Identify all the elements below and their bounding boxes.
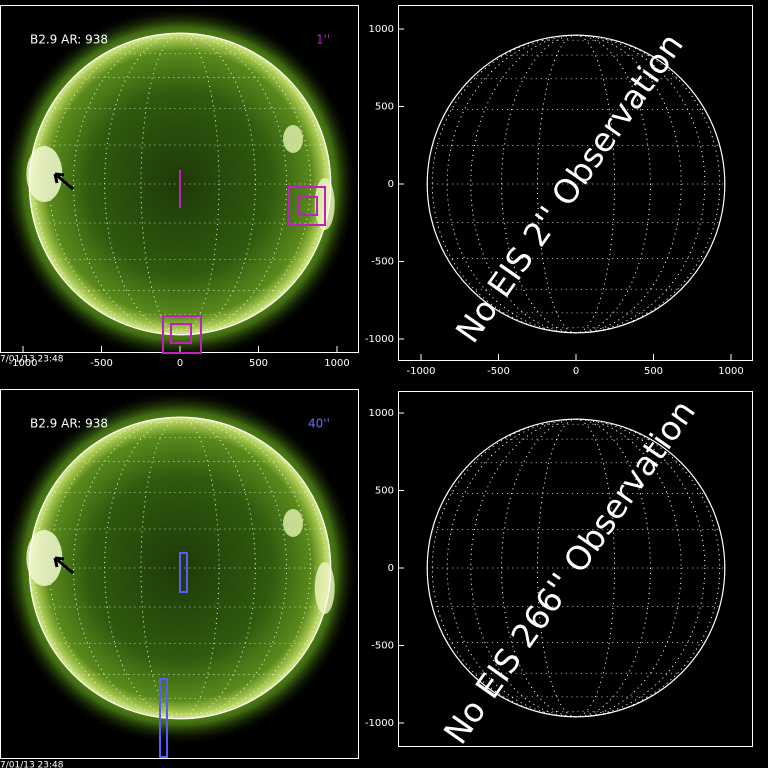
x-tick-label: -500 xyxy=(487,366,510,377)
x-tick-label: -1000 xyxy=(406,366,435,377)
x-tick-label: 500 xyxy=(249,358,268,369)
limb xyxy=(28,32,332,336)
y-tick-label: -500 xyxy=(371,641,394,652)
x-tick-label: 0 xyxy=(573,366,579,377)
y-tick-label: -1000 xyxy=(365,334,394,345)
longitude-line xyxy=(431,418,721,718)
x-tick-label: -500 xyxy=(90,358,113,369)
x-tick-label: 0 xyxy=(177,358,183,369)
fov-box xyxy=(179,552,188,593)
longitude-line xyxy=(104,416,256,720)
frame xyxy=(398,391,753,747)
limb xyxy=(426,418,726,718)
limb xyxy=(426,34,726,334)
arrow xyxy=(53,556,74,575)
longitude-line xyxy=(49,416,311,720)
bright-region xyxy=(283,125,304,153)
timestamp: 7/01/13 23:48 xyxy=(0,761,64,768)
x-tick-label: 500 xyxy=(644,366,663,377)
no-observation-message: No EIS 2'' Observation xyxy=(448,26,691,350)
y-tick-label: 500 xyxy=(375,486,394,497)
y-tick-label: -500 xyxy=(371,257,394,268)
fov-box xyxy=(288,186,326,226)
x-tick-label: -1000 xyxy=(8,358,37,369)
fov-box xyxy=(297,196,318,216)
y-tick-label: 0 xyxy=(388,179,394,190)
frame xyxy=(398,5,753,361)
x-tick-label: 1000 xyxy=(718,366,743,377)
y-tick-label: 0 xyxy=(388,563,394,574)
fov-box xyxy=(162,315,202,354)
fov-box xyxy=(170,323,192,344)
arrow xyxy=(53,172,74,191)
y-tick-label: 500 xyxy=(375,102,394,113)
longitude-line xyxy=(104,32,256,336)
fov-box xyxy=(159,678,168,758)
no-observation-message: No EIS 266'' Observation xyxy=(436,393,703,751)
longitude-line xyxy=(431,34,721,334)
limb xyxy=(28,416,332,720)
bright-region xyxy=(283,509,304,537)
y-tick-label: 1000 xyxy=(369,408,394,419)
frame xyxy=(0,389,359,759)
scale-label: 40'' xyxy=(308,417,330,431)
bright-region xyxy=(26,530,63,586)
scale-label: 1'' xyxy=(316,33,330,47)
flare-label: B2.9 AR: 938 xyxy=(30,417,108,431)
x-tick-label: 1000 xyxy=(324,358,349,369)
timestamp: 7/01/13 23:48 xyxy=(0,355,64,365)
flare-label: B2.9 AR: 938 xyxy=(30,33,108,47)
bright-region xyxy=(26,146,63,202)
y-tick-label: 1000 xyxy=(369,24,394,35)
longitude-line xyxy=(49,32,311,336)
y-tick-label: -1000 xyxy=(365,718,394,729)
